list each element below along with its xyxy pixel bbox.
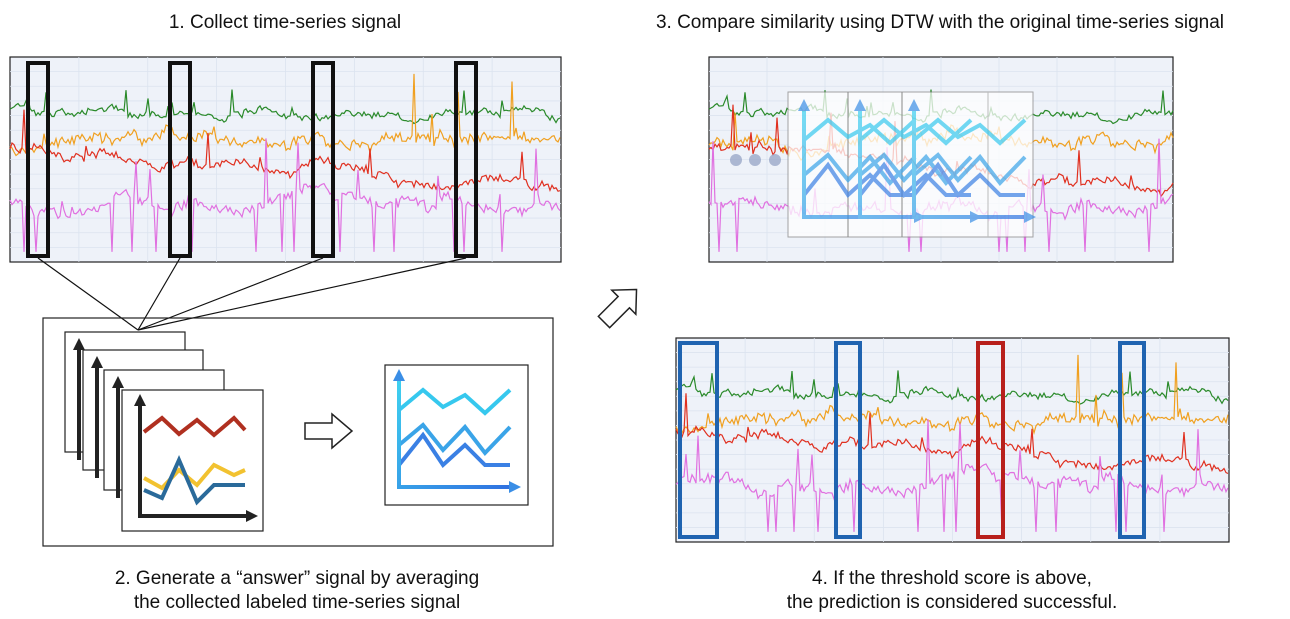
- averaging-box: [42, 317, 554, 547]
- match-boxes: [678, 341, 1146, 539]
- connectors: [37, 257, 467, 331]
- signal-line: [9, 109, 561, 193]
- dtw-overlay: [730, 91, 1036, 238]
- answer-card: [384, 364, 529, 506]
- signal-line: [675, 370, 1229, 405]
- answer-axis: [908, 99, 1036, 223]
- caption: 3. Compare similarity using DTW with the…: [656, 12, 1224, 33]
- arrow: [597, 288, 638, 329]
- caption: the prediction is considered successful.: [787, 592, 1118, 613]
- caption: 1. Collect time-series signal: [169, 12, 401, 33]
- signal-panel: [675, 337, 1230, 543]
- answer-axis: [393, 369, 521, 493]
- signal-line: [675, 393, 1229, 475]
- arrow: [304, 412, 354, 450]
- signal-line: [675, 354, 1229, 436]
- signal-panel: [9, 56, 562, 263]
- caption: 2. Generate a “answer” signal by averagi…: [115, 568, 479, 589]
- signal-line: [9, 89, 561, 125]
- window-boxes: [26, 61, 478, 258]
- signal-line: [9, 73, 561, 157]
- signal-line: [675, 419, 1229, 532]
- front-card: [121, 389, 264, 532]
- caption: 4. If the threshold score is above,: [812, 568, 1092, 589]
- stacked-cards: [64, 331, 264, 532]
- signal-line: [9, 138, 561, 252]
- caption: the collected labeled time-series signal: [134, 592, 460, 613]
